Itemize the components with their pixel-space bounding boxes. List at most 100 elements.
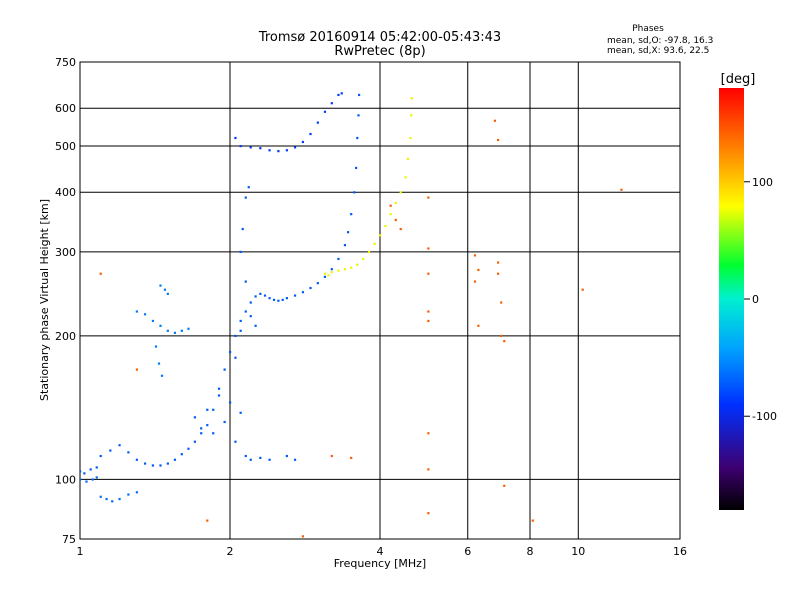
data-point-upper-trace — [337, 93, 340, 97]
data-point-O-trace — [249, 301, 252, 304]
data-point-sparse — [477, 268, 480, 272]
data-point-sparse — [350, 456, 353, 459]
grid-lines — [80, 62, 680, 539]
data-point-low-layer — [111, 500, 114, 503]
data-point-O-trace — [309, 286, 312, 290]
data-point-O-trace — [234, 334, 237, 338]
data-point-upper-trace — [285, 149, 288, 152]
chart-title: Tromsø 20160914 05:42:00-05:43:43 — [258, 30, 501, 45]
data-point-mid-layer — [157, 362, 161, 365]
data-point-X-trace — [343, 268, 347, 271]
data-point-scatter-O — [223, 420, 226, 424]
data-point-sparse — [500, 301, 503, 304]
colorbar-unit: [deg] — [721, 72, 756, 87]
data-point-O-trace — [350, 213, 353, 216]
data-point-O-trace — [143, 462, 147, 465]
data-point-X-trace — [399, 191, 402, 194]
data-point-O-trace — [95, 466, 98, 469]
data-point-scatter-O — [234, 356, 237, 359]
data-point-upper-trace — [277, 150, 280, 153]
data-point-low-layer — [135, 491, 138, 494]
data-point-scatter-O — [254, 324, 257, 327]
data-point-O-trace — [254, 295, 257, 298]
data-point-O-trace — [212, 408, 215, 411]
data-point-scatter-O — [247, 186, 250, 189]
colorbar-tick-label: 100 — [752, 176, 773, 189]
data-point-mid-layer — [180, 329, 183, 332]
data-point-O-trace — [193, 440, 197, 443]
data-point-O-trace — [316, 282, 319, 285]
data-point-X-trace — [327, 274, 330, 277]
data-point-O-trace — [277, 299, 280, 302]
data-point-O-trace — [330, 268, 333, 271]
data-point-mid-layer — [151, 319, 155, 323]
data-point-sparse — [473, 254, 477, 257]
data-point-scatter-O — [244, 196, 247, 199]
data-point-O-trace — [109, 449, 112, 452]
data-point-upper-trace — [293, 146, 297, 149]
data-point-X-trace — [389, 213, 392, 216]
data-point-O-trace — [206, 424, 209, 427]
colorbar-gradient — [719, 88, 744, 510]
phases-title: Phases — [632, 24, 664, 34]
phases-o-line: mean, sd,O: -97.8, 16.3 — [607, 36, 713, 46]
data-point-upper-trace — [259, 147, 262, 150]
data-point-X-trace — [394, 201, 397, 205]
data-point-O-trace — [223, 368, 226, 371]
data-point-mid-layer — [135, 310, 138, 313]
data-point-low-layer — [99, 495, 102, 498]
data-point-scatter-O — [234, 440, 237, 443]
data-point-sparse — [301, 535, 305, 538]
data-point-O-trace — [127, 451, 130, 454]
data-point-O-trace — [187, 447, 190, 450]
data-point-sparse — [531, 519, 534, 522]
data-point-O-trace — [159, 464, 162, 467]
data-point-X-trace — [350, 266, 353, 269]
data-point-scatter-O — [285, 454, 288, 458]
colorbar-tick-label: -100 — [752, 410, 777, 423]
data-point-O-trace — [99, 454, 102, 458]
data-point-upper-trace — [234, 136, 237, 140]
data-point-upper-trace — [249, 146, 252, 149]
data-point-X-trace — [379, 234, 382, 237]
x-tick-label: 10 — [571, 545, 585, 558]
chart-subtitle: RwPretec (8p) — [334, 44, 425, 59]
data-point-sparse — [620, 188, 623, 191]
data-point-O-trace — [180, 453, 183, 456]
data-point-mid-layer — [159, 324, 162, 327]
data-point-sparse — [427, 310, 430, 313]
y-tick-label: 200 — [55, 330, 76, 343]
data-point-sparse — [503, 484, 506, 487]
colorbar: [deg] 100 0 -100 — [719, 72, 777, 510]
data-point-scatter-O — [241, 227, 244, 231]
data-point-sparse — [473, 280, 477, 283]
data-point-X-trace — [330, 271, 333, 274]
data-point-scatter-O — [293, 458, 297, 461]
x-tick-label: 16 — [673, 545, 687, 558]
data-point-scatter-O — [259, 456, 262, 459]
data-point-upper-trace — [301, 140, 305, 144]
data-point-sparse — [496, 272, 500, 275]
data-point-mid-layer — [166, 329, 169, 332]
data-point-mid-layer — [166, 292, 169, 295]
data-point-X-trace — [367, 250, 371, 254]
data-point-O-trace — [239, 319, 242, 323]
y-tick-label: 750 — [55, 56, 76, 69]
data-point-sparse — [493, 119, 497, 122]
data-point-low-layer — [127, 493, 130, 496]
data-point-scatter-O — [212, 432, 215, 435]
data-point-scatter-O — [200, 427, 203, 430]
data-point-O-trace — [301, 291, 305, 294]
x-tick-label: 2 — [227, 545, 234, 558]
x-tick-label: 4 — [377, 545, 384, 558]
data-point-O-trace — [89, 468, 92, 471]
data-point-sparse — [389, 204, 392, 207]
data-point-upper-trace — [340, 92, 343, 95]
y-axis-label: Stationary phase Virtual Height [km] — [38, 199, 51, 401]
data-point-scatter-O — [239, 250, 242, 254]
data-point-O-trace — [173, 458, 177, 461]
data-point-mid-layer — [159, 284, 162, 287]
data-point-O-trace — [217, 387, 221, 390]
data-point-O-trace — [244, 310, 247, 313]
